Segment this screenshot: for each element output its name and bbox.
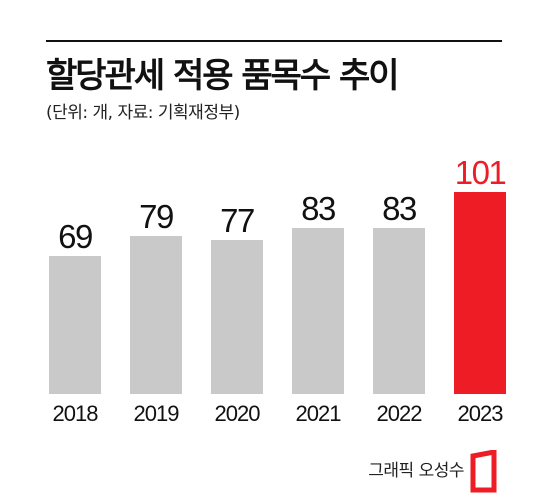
value-label-2018: 69 [58,218,92,255]
value-label-2023: 101 [455,154,506,191]
category-label-2018: 2018 [53,401,99,426]
category-label-2023: 2023 [458,401,504,426]
category-label-2021: 2021 [296,401,342,426]
category-label-2019: 2019 [134,401,180,426]
value-label-2022: 83 [382,190,416,227]
bar-2020 [211,240,263,394]
bar-2018 [49,256,101,394]
bar-2022 [373,228,425,394]
category-label-2022: 2022 [377,401,423,426]
value-label-2020: 77 [220,202,254,239]
top-rule [46,40,502,42]
bar-2019 [130,236,182,394]
chart-title: 할당관세 적용 품목수 추이 [46,56,400,96]
value-label-2019: 79 [139,198,173,235]
bar-2023 [454,192,506,394]
category-label-2020: 2020 [215,401,261,426]
value-label-2021: 83 [301,190,335,227]
chart-subtitle: (단위: 개, 자료: 기획재정부) [46,103,240,123]
bar-2021 [292,228,344,394]
